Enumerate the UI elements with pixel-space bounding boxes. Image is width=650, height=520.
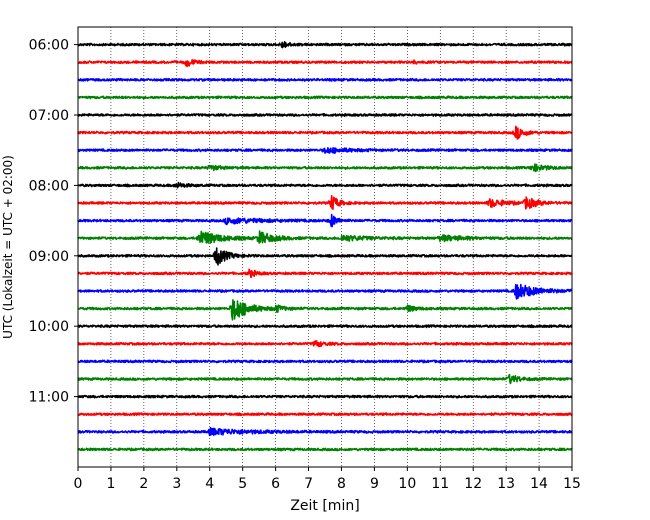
seismic-trace-1015 [77, 340, 573, 348]
seismic-trace-1115 [77, 412, 573, 417]
y-tick-label: 11:00 [29, 390, 69, 406]
seismic-trace-0715 [77, 125, 573, 140]
y-axis-ticks: 06:00 07:00 08:00 09:00 10:00 11:00 [29, 38, 78, 406]
seismic-trace-0700 [77, 113, 573, 117]
x-tick-label: 10 [398, 476, 416, 492]
plot-frame [77, 26, 573, 468]
x-tick-label: 13 [497, 476, 515, 492]
x-tick-label: 9 [370, 476, 379, 492]
x-tick-label: 3 [172, 476, 181, 492]
y-tick-label: 06:00 [29, 38, 69, 54]
seismic-trace-0845 [77, 230, 573, 244]
seismic-trace-1000 [77, 324, 573, 329]
seismic-trace-0745 [77, 163, 573, 173]
y-tick-label: 09:00 [29, 249, 69, 265]
seismic-trace-0915 [77, 268, 573, 279]
x-tick-label: 14 [530, 476, 548, 492]
seismic-trace-1045 [77, 373, 573, 385]
seismic-trace-1100 [77, 394, 573, 399]
y-tick-label: 08:00 [29, 178, 69, 194]
seismic-trace-0615 [77, 59, 573, 68]
x-tick-label: 8 [337, 476, 346, 492]
seismic-trace-0830 [77, 213, 573, 228]
x-tick-label: 2 [139, 476, 148, 492]
x-tick-label: 1 [106, 476, 115, 492]
seismic-trace-1145 [77, 447, 573, 452]
x-axis-label: Zeit [min] [290, 498, 359, 514]
y-tick-label: 10:00 [29, 319, 69, 335]
y-tick-label: 07:00 [29, 108, 69, 124]
seismic-trace-0630 [77, 77, 573, 82]
x-tick-label: 6 [271, 476, 280, 492]
x-tick-label: 5 [238, 476, 247, 492]
seismic-trace-0645 [77, 95, 573, 100]
seismic-trace-0730 [77, 147, 573, 154]
seismic-trace-0815 [77, 195, 573, 210]
y-axis-label: UTC (Lokalzeit = UTC + 02:00) [1, 155, 15, 339]
trace-layer [77, 40, 573, 452]
x-tick-label: 7 [304, 476, 313, 492]
seismic-trace-0900 [77, 247, 573, 266]
seismic-trace-1130 [77, 426, 573, 437]
seismic-trace-1030 [77, 359, 573, 364]
x-tick-label: 12 [464, 476, 482, 492]
x-axis-ticks: 0 1 2 3 4 5 6 7 8 9 10 11 12 13 14 15 [74, 467, 581, 492]
seismic-trace-0800 [77, 181, 573, 189]
seismic-trace-0945 [77, 299, 573, 321]
x-tick-label: 11 [431, 476, 449, 492]
x-tick-label: 4 [205, 476, 214, 492]
x-tick-label: 15 [563, 476, 581, 492]
x-tick-label: 0 [74, 476, 83, 492]
seismic-trace-0930 [77, 283, 573, 300]
grid [110, 27, 540, 467]
seismic-trace-0600 [77, 40, 573, 49]
